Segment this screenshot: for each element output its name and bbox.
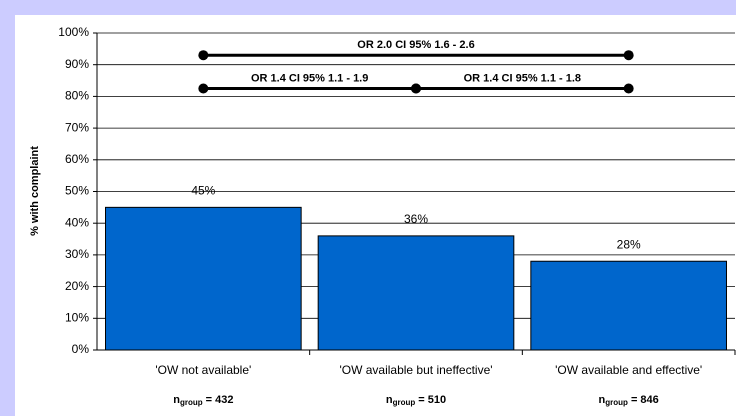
bar xyxy=(105,206,302,351)
n-base: n xyxy=(173,394,180,406)
y-tick-label: 30% xyxy=(65,247,89,261)
value-label: 28% xyxy=(617,237,641,251)
bar xyxy=(530,260,727,351)
y-tick-label: 80% xyxy=(65,89,89,103)
y-tick-label: 10% xyxy=(65,310,89,324)
annotation-dot xyxy=(198,83,209,94)
y-tick-label: 50% xyxy=(65,184,89,198)
y-tick-label: 90% xyxy=(65,57,89,71)
n-value: = 432 xyxy=(206,394,234,406)
y-tick-label: 20% xyxy=(65,279,89,293)
bar xyxy=(317,235,515,351)
annotation-dot xyxy=(411,83,421,94)
y-axis-title: % with complaint xyxy=(29,146,41,236)
annotation-text: OR 2.0 CI 95% 1.6 - 2.6 xyxy=(357,39,474,51)
annotation-dot xyxy=(623,50,634,61)
y-tick-label: 0% xyxy=(72,342,90,356)
n-subscript: group xyxy=(605,398,628,407)
value-label: 36% xyxy=(404,212,428,226)
n-subscript: group xyxy=(180,398,203,407)
group-size-label: ngroup = 846 xyxy=(599,394,659,407)
x-tick-label: 'OW available and effective' xyxy=(555,363,702,377)
y-tick-label: 40% xyxy=(65,215,89,229)
x-tick-label: 'OW available but ineffective' xyxy=(339,363,492,377)
y-tick-label: 100% xyxy=(58,25,89,39)
n-base: n xyxy=(599,394,606,406)
annotation-text: OR 1.4 CI 95% 1.1 - 1.8 xyxy=(464,72,581,84)
n-subscript: group xyxy=(393,398,416,407)
n-base: n xyxy=(386,394,393,406)
group-size-label: ngroup = 432 xyxy=(173,394,233,407)
annotation-dot xyxy=(623,83,634,94)
x-tick-label: 'OW not available' xyxy=(155,363,251,377)
n-value: = 510 xyxy=(418,394,446,406)
n-value: = 846 xyxy=(631,394,659,406)
group-size-label: ngroup = 510 xyxy=(386,394,446,407)
y-tick-label: 60% xyxy=(65,152,89,166)
annotation-dot xyxy=(198,50,209,61)
value-label: 45% xyxy=(191,184,215,198)
annotation-text: OR 1.4 CI 95% 1.1 - 1.9 xyxy=(251,72,368,84)
y-tick-label: 70% xyxy=(65,120,89,134)
